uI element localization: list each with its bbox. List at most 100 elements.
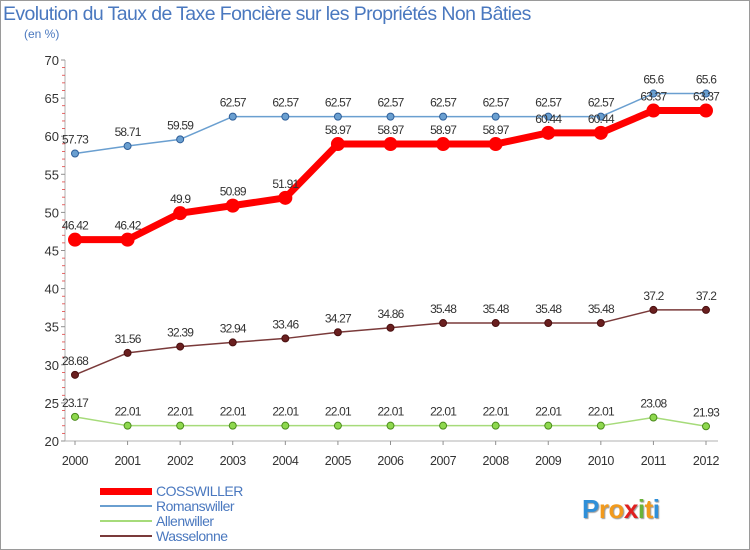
data-label-cosswiller: 46.42 <box>115 219 142 233</box>
y-tick-label: 60 <box>45 129 59 144</box>
data-label-cosswiller: 58.97 <box>483 123 510 137</box>
y-tick-label: 65 <box>45 91 59 106</box>
data-label-romanswiller: 65.6 <box>643 73 664 87</box>
data-point-romanswiller <box>123 142 132 151</box>
legend-swatch-allenwiller <box>100 520 152 522</box>
y-tick-label: 50 <box>45 205 59 220</box>
y-tick-label: 20 <box>45 434 59 449</box>
data-label-allenwiller: 21.93 <box>693 405 720 419</box>
data-point-allenwiller <box>386 421 395 430</box>
data-label-cosswiller: 51.91 <box>272 177 299 191</box>
data-point-cosswiller <box>646 103 661 118</box>
data-point-allenwiller <box>649 413 658 422</box>
data-label-romanswiller: 62.57 <box>272 96 299 110</box>
data-label-romanswiller: 59.59 <box>167 118 194 132</box>
data-label-romanswiller: 62.57 <box>377 96 404 110</box>
legend-label: Romanswiller <box>156 498 235 514</box>
x-tick-label: 2007 <box>430 454 457 468</box>
logo-letter: x <box>623 494 638 524</box>
data-point-romanswiller <box>71 149 79 158</box>
data-label-allenwiller: 23.17 <box>62 396 89 410</box>
x-tick-label: 2003 <box>220 454 247 468</box>
legend-label: COSSWILLER <box>156 483 243 499</box>
legend-label: Allenwiller <box>156 513 214 529</box>
x-tick-label: 2010 <box>588 454 615 468</box>
data-label-cosswiller: 50.89 <box>220 185 247 199</box>
legend-label: Wasselonne <box>156 528 228 544</box>
data-label-romanswiller: 62.57 <box>430 96 457 110</box>
data-point-wasselonne <box>71 370 79 379</box>
data-point-cosswiller <box>593 125 608 140</box>
data-point-wasselonne <box>439 319 448 328</box>
y-unit-label: (en %) <box>24 27 60 41</box>
data-point-cosswiller <box>173 206 188 221</box>
data-label-cosswiller: 63.37 <box>640 90 667 104</box>
x-tick-label: 2000 <box>62 454 89 468</box>
data-point-allenwiller <box>439 421 448 430</box>
logo-letter: t <box>644 494 654 524</box>
data-point-romanswiller <box>649 89 658 98</box>
data-label-wasselonne: 35.48 <box>483 302 510 316</box>
data-label-wasselonne: 35.48 <box>588 302 615 316</box>
x-tick-label: 2009 <box>535 454 562 468</box>
data-point-allenwiller <box>71 412 79 421</box>
chart-title: Evolution du Taux de Taxe Foncière sur l… <box>3 3 531 25</box>
data-point-wasselonne <box>702 305 710 314</box>
data-label-cosswiller: 60.44 <box>535 112 562 126</box>
logo-letter: i <box>652 494 660 524</box>
data-point-romanswiller <box>596 112 605 121</box>
data-label-romanswiller: 62.57 <box>483 96 510 110</box>
data-point-allenwiller <box>281 421 290 430</box>
data-point-allenwiller <box>176 421 185 430</box>
data-label-wasselonne: 35.48 <box>430 302 457 316</box>
data-point-romanswiller <box>228 112 237 121</box>
x-tick-label: 2001 <box>114 454 141 468</box>
data-point-wasselonne <box>386 323 395 332</box>
data-point-wasselonne <box>228 338 237 347</box>
x-tick-label: 2012 <box>693 454 720 468</box>
data-label-allenwiller: 22.01 <box>377 405 404 419</box>
y-tick-label: 70 <box>45 53 59 68</box>
data-point-allenwiller <box>228 421 237 430</box>
x-tick-label: 2002 <box>167 454 194 468</box>
data-point-allenwiller <box>544 421 553 430</box>
data-label-cosswiller: 58.97 <box>377 123 404 137</box>
data-label-romanswiller: 62.57 <box>535 96 562 110</box>
data-label-cosswiller: 63.37 <box>693 90 720 104</box>
y-tick-label: 40 <box>45 282 59 297</box>
proxiti-logo: Proxiti <box>582 494 660 525</box>
x-tick-label: 2011 <box>641 454 667 468</box>
data-point-allenwiller <box>333 421 342 430</box>
data-point-wasselonne <box>333 328 342 337</box>
data-point-romanswiller <box>702 89 710 98</box>
data-label-romanswiller: 57.73 <box>62 132 89 146</box>
data-label-wasselonne: 37.2 <box>696 289 717 303</box>
data-label-romanswiller: 62.57 <box>220 96 247 110</box>
data-point-romanswiller <box>281 112 290 121</box>
data-label-wasselonne: 34.86 <box>377 307 404 321</box>
y-tick-label: 45 <box>45 244 59 259</box>
data-label-wasselonne: 37.2 <box>643 289 664 303</box>
data-point-allenwiller <box>491 421 500 430</box>
data-label-allenwiller: 22.01 <box>430 405 457 419</box>
y-tick-label: 55 <box>45 167 59 182</box>
data-label-allenwiller: 22.01 <box>220 405 247 419</box>
x-tick-label: 2004 <box>272 454 299 468</box>
legend-swatch-cosswiller <box>100 488 152 495</box>
data-point-cosswiller <box>120 232 135 247</box>
legend-swatch-wasselonne <box>100 535 152 537</box>
data-point-allenwiller <box>123 421 132 430</box>
data-label-wasselonne: 32.94 <box>220 321 247 335</box>
data-point-cosswiller <box>436 137 451 152</box>
logo-letter: i <box>637 494 645 524</box>
x-tick-label: 2006 <box>377 454 404 468</box>
data-point-cosswiller <box>383 137 398 152</box>
data-label-allenwiller: 22.01 <box>535 405 562 419</box>
data-label-allenwiller: 22.01 <box>115 405 142 419</box>
data-point-allenwiller <box>596 421 605 430</box>
data-label-cosswiller: 58.97 <box>430 123 457 137</box>
data-point-wasselonne <box>281 334 290 343</box>
data-label-wasselonne: 31.56 <box>115 332 142 346</box>
data-label-wasselonne: 33.46 <box>272 317 299 331</box>
data-label-wasselonne: 34.27 <box>325 311 352 325</box>
